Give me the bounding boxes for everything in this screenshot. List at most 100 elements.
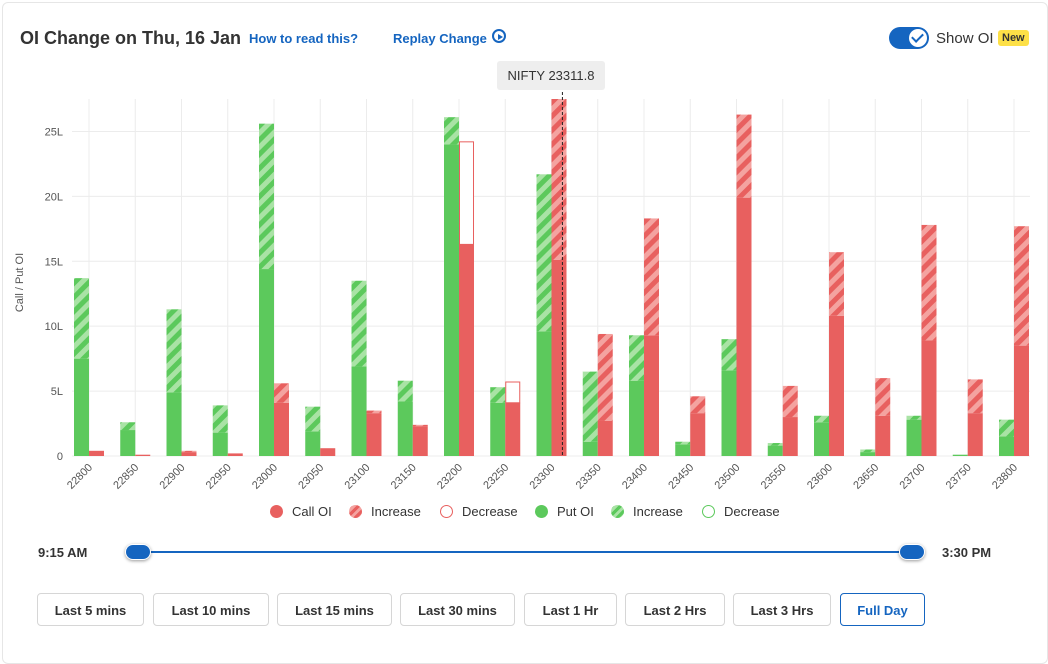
put-oi-bar [74, 358, 89, 456]
oi-bar-chart: 0 5L 10L 15L 20L 25L Call / Put OI 22800 22850 22… [14, 92, 1030, 492]
timeline-end-label: 3:30 PM [942, 545, 992, 560]
timeline-start-label: 9:15 AM [38, 545, 88, 560]
put-increase-bar [397, 380, 413, 402]
x-tick-label: 23550 [759, 462, 789, 492]
range-last-1-hr-button[interactable]: Last 1 Hr [524, 593, 617, 626]
put-increase-bar [166, 309, 182, 393]
call-oi-bar [459, 244, 474, 456]
put-oi-bar [212, 432, 228, 456]
x-tick-label: 23500 [713, 462, 743, 492]
call-increase-bar [644, 218, 659, 336]
put-oi-bar [120, 430, 136, 456]
y-tick-label: 5L [51, 386, 63, 398]
legend-label: Decrease [462, 504, 518, 519]
x-tick-label: 23700 [898, 462, 928, 492]
put-oi-bar [675, 444, 691, 456]
call-decrease-bar [459, 141, 474, 245]
put-increase-bar [74, 278, 89, 359]
put-increase-bar [259, 123, 274, 270]
put-oi-bar [999, 436, 1014, 456]
call-increase-bar [875, 378, 891, 416]
how-to-read-link[interactable]: How to read this? [249, 31, 359, 46]
call-increase-bar [412, 424, 428, 427]
put-oi-bar [582, 441, 598, 456]
call-oi-bar [89, 450, 104, 456]
put-oi-bar [397, 401, 413, 456]
put-increase-bar [351, 280, 367, 367]
put-oi-bar [767, 445, 783, 456]
put-increase-bar [536, 174, 552, 332]
x-tick-label: 22800 [65, 462, 95, 492]
y-axis-label: Call / Put OI [14, 253, 26, 312]
put-oi-bar [351, 366, 367, 456]
new-badge: New [998, 30, 1029, 46]
put-oi-bar [860, 452, 876, 456]
range-last-15-mins-button[interactable]: Last 15 mins [277, 593, 392, 626]
call-increase-bar [736, 114, 752, 198]
call-oi-bar [181, 452, 197, 456]
x-tick-label: 23100 [343, 462, 373, 492]
call-increase-bar [551, 99, 567, 260]
call-increase-bar [1014, 226, 1029, 346]
time-slider-end-handle[interactable] [899, 544, 925, 560]
x-tick-label: 23300 [528, 462, 558, 492]
x-tick-label: 23350 [574, 462, 604, 492]
x-tick-label: 23450 [666, 462, 696, 492]
time-slider-track[interactable] [138, 551, 912, 553]
call-oi-bar [320, 448, 336, 456]
show-oi-toggle[interactable] [889, 27, 929, 49]
put-increase-bar [490, 387, 506, 403]
range-last-10-mins-button[interactable]: Last 10 mins [153, 593, 269, 626]
call-decrease-bar [505, 381, 521, 404]
legend-swatch [440, 505, 453, 518]
range-last-30-mins-button[interactable]: Last 30 mins [400, 593, 515, 626]
range-last-2-hrs-button[interactable]: Last 2 Hrs [625, 593, 725, 626]
call-increase-bar [274, 383, 289, 403]
x-tick-label: 23750 [944, 462, 974, 492]
legend-swatch [611, 505, 624, 518]
call-oi-bar [274, 402, 289, 456]
legend-swatch [702, 505, 715, 518]
range-last-3-hrs-button[interactable]: Last 3 Hrs [733, 593, 831, 626]
range-full-day-button[interactable]: Full Day [840, 593, 925, 626]
legend-swatch [535, 505, 548, 518]
call-oi-bar [829, 315, 844, 456]
put-increase-bar [675, 441, 691, 445]
put-oi-bar [814, 422, 829, 456]
call-oi-bar [505, 402, 521, 456]
x-tick-label: 22950 [204, 462, 234, 492]
put-increase-bar [629, 335, 644, 381]
play-circle-icon[interactable] [492, 29, 506, 43]
call-oi-bar [875, 415, 891, 456]
x-tick-label: 23650 [851, 462, 881, 492]
time-slider-start-handle[interactable] [125, 544, 151, 560]
call-oi-bar [736, 197, 752, 457]
put-increase-bar [305, 406, 321, 432]
range-last-5-mins-button[interactable]: Last 5 mins [37, 593, 144, 626]
x-tick-label: 23150 [389, 462, 419, 492]
x-tick-label: 23800 [990, 462, 1020, 492]
put-oi-bar [490, 402, 506, 456]
put-increase-bar [860, 449, 876, 453]
call-increase-bar [690, 396, 706, 414]
call-increase-bar [181, 450, 197, 453]
put-increase-bar [444, 117, 459, 145]
x-tick-label: 22850 [111, 462, 141, 492]
call-increase-bar [921, 224, 937, 341]
y-tick-label: 25L [45, 126, 63, 138]
call-increase-bar [829, 252, 844, 316]
y-tick-label: 15L [45, 256, 63, 268]
call-oi-bar [366, 413, 382, 456]
replay-change-link[interactable]: Replay Change [393, 31, 487, 46]
x-tick-label: 23050 [296, 462, 326, 492]
put-oi-bar [536, 331, 552, 456]
call-oi-bar [227, 453, 243, 456]
legend-label: Put OI [557, 504, 594, 519]
put-oi-bar [952, 454, 968, 456]
x-tick-label: 23250 [481, 462, 511, 492]
legend-label: Increase [371, 504, 421, 519]
call-oi-bar [644, 335, 659, 456]
call-increase-bar [967, 379, 983, 414]
legend-label: Decrease [724, 504, 780, 519]
y-tick-label: 0 [57, 451, 63, 463]
